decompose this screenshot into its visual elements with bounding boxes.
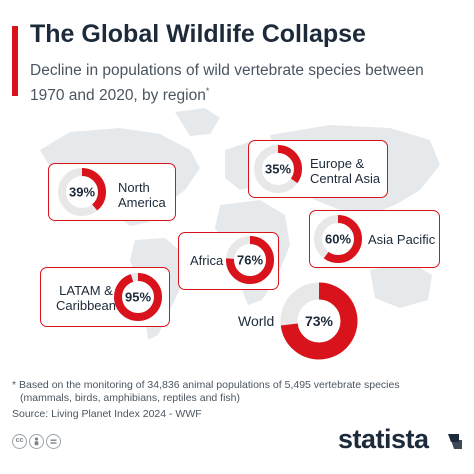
north-america-label-line-1: North <box>118 180 150 195</box>
footnote-line-1: * Based on the monitoring of 34,836 anim… <box>12 379 400 391</box>
latam-value: 95% <box>124 289 152 305</box>
asia-pacific-label-line-1: Asia Pacific <box>368 232 436 247</box>
world-value: 73% <box>304 313 334 329</box>
subtitle-footnote-mark: * <box>205 86 210 96</box>
north-america-donut: 39% <box>58 168 106 216</box>
europe-label-line-1: Europe & <box>310 156 365 171</box>
world-label: World <box>238 313 275 329</box>
north-america-label: North America <box>118 180 166 210</box>
latam-donut: 95% <box>114 273 162 321</box>
europe-ring-value-arc <box>254 145 302 193</box>
europe-donut: 35% <box>254 145 302 193</box>
north-america-label-line-2: America <box>118 195 166 210</box>
europe-label: Europe & Central Asia <box>310 156 380 186</box>
north-america-ring <box>58 168 106 216</box>
north-america-value: 39% <box>68 184 96 200</box>
europe-value: 35% <box>264 161 292 177</box>
asia-pacific-ring-value-arc <box>314 215 362 263</box>
latam-ring <box>114 273 162 321</box>
world-ring-value-arc <box>280 282 358 360</box>
asia-pacific-value: 60% <box>324 231 352 247</box>
world-donut: 73% <box>279 281 359 361</box>
person-icon[interactable] <box>29 434 44 449</box>
africa-donut: 76% <box>226 236 274 284</box>
chart-title: The Global Wildlife Collapse <box>30 20 366 48</box>
map-australia <box>370 262 432 308</box>
europe-ring <box>254 145 302 193</box>
africa-label: Africa <box>190 253 223 268</box>
latam-ring-value-arc <box>114 273 162 321</box>
north-america-ring-value-arc <box>58 168 106 216</box>
africa-ring <box>226 236 274 284</box>
statista-logo-mark-icon <box>448 434 462 449</box>
footnote-line-2: (mammals, birds, amphibians, reptiles an… <box>20 391 240 404</box>
africa-ring-value-arc <box>226 236 274 284</box>
license-icons: cc <box>12 434 61 449</box>
africa-label-line-1: Africa <box>190 253 224 268</box>
latam-label: LATAM & Caribbean <box>56 283 116 313</box>
latam-label-line-2: Caribbean <box>56 298 116 313</box>
asia-pacific-donut: 60% <box>314 215 362 263</box>
source-line: Source: Living Planet Index 2024 - WWF <box>12 408 202 420</box>
statista-logo-text[interactable]: statista <box>338 424 429 454</box>
europe-label-line-2: Central Asia <box>310 171 381 186</box>
footnote: * Based on the monitoring of 34,836 anim… <box>12 379 462 404</box>
asia-pacific-ring <box>314 215 362 263</box>
chart-subtitle: Decline in populations of wild vertebrat… <box>30 61 450 106</box>
equals-icon[interactable] <box>46 434 61 449</box>
map-greenland <box>175 108 220 136</box>
title-accent-bar <box>12 26 18 96</box>
subtitle-text: Decline in populations of wild vertebrat… <box>30 62 424 105</box>
cc-icon[interactable]: cc <box>12 434 27 449</box>
asia-pacific-label: Asia Pacific <box>368 232 435 247</box>
latam-label-line-1: LATAM & <box>59 283 113 298</box>
africa-value: 76% <box>236 252 264 268</box>
world-ring <box>280 282 358 360</box>
